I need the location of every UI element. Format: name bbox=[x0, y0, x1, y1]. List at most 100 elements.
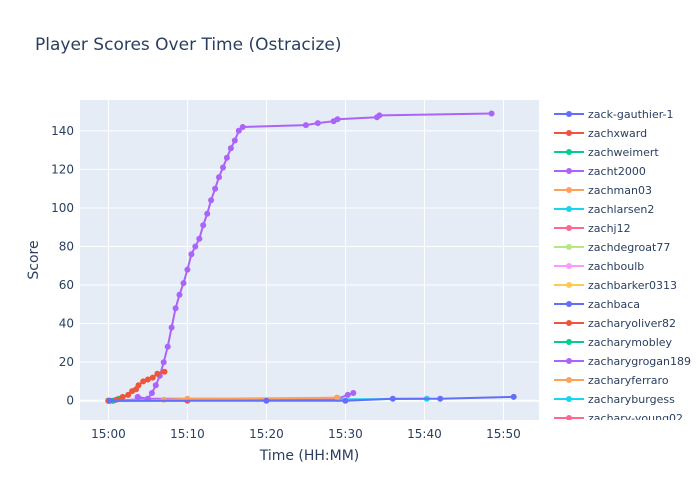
legend-item-zacharyburgess[interactable]: zacharyburgess bbox=[554, 393, 675, 406]
legend-swatch-marker bbox=[566, 168, 572, 174]
legend-swatch-marker bbox=[566, 415, 572, 420]
y-tick-label: 40 bbox=[59, 317, 74, 331]
data-point bbox=[216, 174, 222, 181]
plot-area bbox=[80, 100, 539, 420]
legend-item-zachj12[interactable]: zachj12 bbox=[554, 222, 631, 235]
data-point bbox=[302, 122, 309, 129]
y-tick-label: 120 bbox=[51, 162, 74, 176]
legend-swatch-marker bbox=[566, 339, 572, 345]
chart-title: Player Scores Over Time (Ostracize) bbox=[35, 35, 342, 55]
legend-label: zachboulb bbox=[588, 260, 644, 273]
data-point bbox=[135, 382, 142, 389]
legend-label: zacharygrogan189 bbox=[588, 355, 691, 368]
legend-item-zachdegroat77[interactable]: zachdegroat77 bbox=[554, 241, 670, 254]
x-tick-label: 15:40 bbox=[407, 427, 442, 441]
data-point bbox=[376, 112, 383, 119]
legend-swatch-marker bbox=[566, 206, 572, 212]
legend-item-zacharyferraro[interactable]: zacharyferraro bbox=[554, 374, 669, 387]
legend-item-zacht2000[interactable]: zacht2000 bbox=[554, 165, 646, 178]
legend-label: zachman03 bbox=[588, 184, 652, 197]
legend-label: zack-gauthier-1 bbox=[588, 108, 674, 121]
legend-swatch-marker bbox=[566, 130, 572, 136]
data-point bbox=[144, 376, 151, 383]
x-tick-label: 15:20 bbox=[249, 427, 284, 441]
data-point bbox=[510, 393, 517, 400]
y-ticks: 0 20 40 60 80 100 120 140 bbox=[51, 124, 74, 408]
data-point bbox=[196, 235, 203, 242]
data-point bbox=[107, 397, 113, 404]
legend-swatch-marker bbox=[566, 282, 572, 288]
legend-item-zacharyoliver82[interactable]: zacharyoliver82 bbox=[554, 317, 676, 330]
legend-swatch-marker bbox=[566, 111, 572, 117]
x-tick-label: 15:00 bbox=[91, 427, 126, 441]
x-tick-label: 15:50 bbox=[486, 427, 521, 441]
data-point bbox=[220, 164, 226, 171]
data-point bbox=[235, 127, 242, 134]
data-point bbox=[164, 343, 171, 350]
data-point bbox=[334, 116, 341, 123]
x-tick-label: 15:30 bbox=[328, 427, 363, 441]
y-tick-label: 100 bbox=[51, 201, 74, 215]
legend-swatch-marker bbox=[566, 320, 572, 326]
legend-label: zacharymobley bbox=[588, 336, 673, 349]
x-ticks: 15:00 15:10 15:20 15:30 15:40 15:50 bbox=[91, 427, 521, 441]
data-point bbox=[176, 291, 183, 298]
data-point bbox=[389, 395, 396, 402]
legend-item-zacharymobley[interactable]: zacharymobley bbox=[554, 336, 673, 349]
legend-swatch-marker bbox=[566, 396, 572, 402]
legend-item-zachbaca[interactable]: zachbaca bbox=[554, 298, 640, 311]
legend-item-zachboulb[interactable]: zachboulb bbox=[554, 260, 644, 273]
legend-swatch-marker bbox=[566, 244, 572, 250]
series-line bbox=[110, 395, 514, 402]
legend-swatch-marker bbox=[566, 263, 572, 269]
data-point bbox=[154, 370, 161, 377]
legend-swatch-marker bbox=[566, 225, 572, 231]
legend-item-zack-gauthier-1[interactable]: zack-gauthier-1 bbox=[554, 108, 674, 121]
legend-label: zacht2000 bbox=[588, 165, 646, 178]
data-point bbox=[350, 390, 357, 396]
legend-item-zachbarker0313[interactable]: zachbarker0313 bbox=[554, 279, 677, 292]
legend-label: zacharyburgess bbox=[588, 393, 675, 406]
legend-swatch-marker bbox=[566, 187, 572, 193]
data-point bbox=[160, 359, 167, 366]
data-point bbox=[180, 280, 187, 287]
legend-swatch-marker bbox=[566, 377, 572, 383]
data-point bbox=[148, 390, 155, 396]
data-point bbox=[488, 110, 495, 117]
legend-label: zachbarker0313 bbox=[588, 279, 677, 292]
legend-item-zachweimert[interactable]: zachweimert bbox=[554, 146, 659, 159]
y-tick-label: 20 bbox=[59, 355, 74, 369]
legend-item-zacharygrogan189[interactable]: zacharygrogan189 bbox=[554, 355, 691, 368]
legend-item-zachary-young02[interactable]: zachary-young02 bbox=[554, 412, 683, 425]
data-point bbox=[168, 324, 175, 331]
legend-label: zachbaca bbox=[588, 298, 640, 311]
legend-label: zachdegroat77 bbox=[588, 241, 670, 254]
data-point bbox=[437, 395, 444, 402]
legend-label: zachweimert bbox=[588, 146, 659, 159]
data-point bbox=[188, 251, 195, 258]
data-point bbox=[200, 222, 207, 229]
data-point bbox=[119, 393, 126, 400]
data-point bbox=[125, 391, 132, 398]
y-tick-label: 60 bbox=[59, 278, 74, 292]
legend-item-zachlarsen2[interactable]: zachlarsen2 bbox=[554, 203, 654, 216]
legend-label: zachxward bbox=[588, 127, 647, 140]
legend-item-zachxward[interactable]: zachxward bbox=[554, 127, 647, 140]
data-point bbox=[184, 266, 191, 273]
legend-swatch-marker bbox=[566, 301, 572, 307]
data-point bbox=[231, 137, 238, 144]
data-point bbox=[239, 124, 246, 130]
y-tick-label: 140 bbox=[51, 124, 74, 138]
legend-label: zachary-young02 bbox=[588, 412, 683, 425]
legend-label: zacharyferraro bbox=[588, 374, 669, 387]
data-point bbox=[204, 210, 211, 217]
legend-item-zachman03[interactable]: zachman03 bbox=[554, 184, 652, 197]
x-axis-title: Time (HH:MM) bbox=[259, 448, 360, 464]
data-point bbox=[140, 378, 147, 385]
series-zacht2000 bbox=[134, 110, 495, 402]
series-group bbox=[105, 110, 517, 404]
legend-swatch-marker bbox=[566, 149, 572, 155]
legend[interactable]: zack-gauthier-1 zachxward zachweimert zacht… bbox=[554, 108, 691, 425]
data-point bbox=[223, 154, 230, 161]
